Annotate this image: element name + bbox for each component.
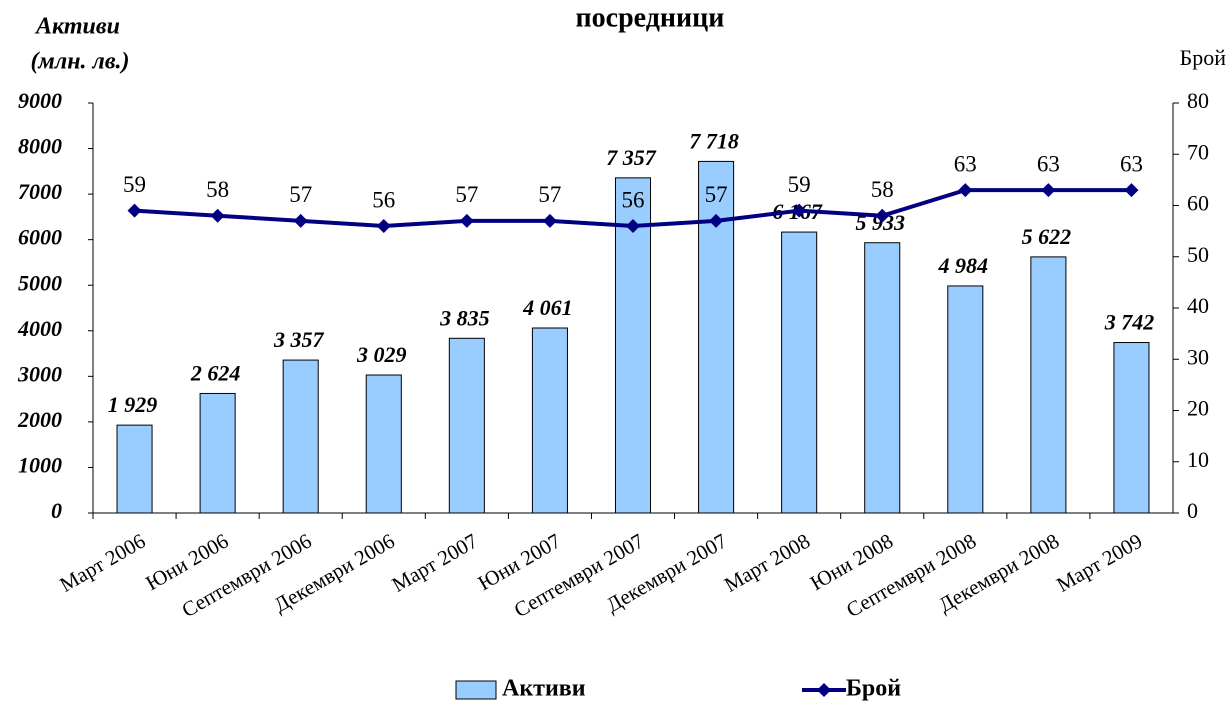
y2-tick-label: 30 <box>1187 344 1209 369</box>
bar-value-label: 3 029 <box>356 342 407 367</box>
line-value-label: 63 <box>1120 151 1143 176</box>
legend-label: Активи <box>502 676 586 702</box>
line-value-label: 56 <box>622 187 645 212</box>
bar-value-label: 1 929 <box>108 392 158 417</box>
line-marker <box>1124 183 1139 198</box>
bar <box>116 424 153 514</box>
legend-swatch <box>817 683 831 697</box>
bar <box>947 285 984 514</box>
bar <box>614 177 652 514</box>
y2-axis-title: Брой <box>1180 45 1227 70</box>
line-value-label: 57 <box>538 182 561 207</box>
y-axis-title: (млн. лв.) <box>30 49 129 75</box>
bar-value-label: 5 622 <box>1022 224 1072 249</box>
y-tick-label: 8000 <box>18 134 62 159</box>
line-marker <box>293 213 308 228</box>
y2-tick-label: 10 <box>1187 447 1209 472</box>
bar <box>1113 342 1150 514</box>
bar <box>448 337 485 514</box>
y2-tick-label: 60 <box>1187 191 1209 216</box>
y-tick-label: 3000 <box>17 361 62 386</box>
legend-swatch <box>455 680 497 700</box>
bar-value-label: 3 357 <box>273 327 325 352</box>
line-marker <box>376 219 391 233</box>
bar <box>365 374 402 514</box>
bar <box>282 359 319 514</box>
y-tick-label: 1000 <box>18 452 62 477</box>
line-marker <box>626 219 640 233</box>
line-marker <box>127 203 142 218</box>
y2-tick-label: 40 <box>1187 293 1209 318</box>
bar <box>199 392 236 514</box>
line-value-label: 59 <box>123 172 146 197</box>
line-marker <box>958 183 973 198</box>
line-value-label: 58 <box>871 177 894 202</box>
line-value-label: 63 <box>954 151 977 176</box>
y-tick-label: 6000 <box>18 225 62 250</box>
legend-label: Брой <box>846 676 901 702</box>
bar-value-label: 4 984 <box>938 253 989 278</box>
line-marker <box>459 213 474 228</box>
line-value-label: 57 <box>455 182 478 207</box>
y-tick-label: 2000 <box>17 407 62 432</box>
bar-value-label: 3 835 <box>439 305 490 330</box>
bar-value-label: 3 742 <box>1104 310 1155 335</box>
x-tick-label: Март 2008 <box>720 529 814 597</box>
line-marker <box>210 208 225 223</box>
line-value-label: 57 <box>289 182 312 207</box>
bar <box>781 231 818 514</box>
line-marker <box>542 213 557 228</box>
bar <box>531 327 568 514</box>
bar-value-label: 2 624 <box>190 361 241 386</box>
chart-title: посредници <box>576 2 725 33</box>
y-tick-label: 5000 <box>18 270 62 295</box>
y-tick-label: 9000 <box>18 88 62 113</box>
x-tick-label: Март 2006 <box>55 529 149 597</box>
y2-tick-label: 80 <box>1187 88 1209 113</box>
line-value-label: 57 <box>705 182 728 207</box>
y2-tick-label: 70 <box>1187 139 1209 164</box>
x-tick-label: Март 2009 <box>1052 529 1146 597</box>
line-marker <box>792 203 807 218</box>
line-marker <box>1041 183 1056 198</box>
y2-tick-label: 0 <box>1187 498 1198 523</box>
y-tick-label: 7000 <box>18 179 62 204</box>
line-marker <box>875 208 890 223</box>
y2-tick-label: 20 <box>1187 396 1209 421</box>
line-value-label: 59 <box>788 172 811 197</box>
y-tick-label: 4000 <box>17 316 62 341</box>
bar-value-label: 7 718 <box>689 128 739 153</box>
line-value-label: 56 <box>372 187 395 212</box>
bar <box>1030 256 1067 514</box>
y2-tick-label: 50 <box>1187 242 1209 267</box>
x-tick-label: Март 2007 <box>388 529 482 597</box>
y-axis-title: Активи <box>34 14 120 40</box>
line-value-label: 58 <box>206 177 229 202</box>
bar <box>864 242 901 514</box>
y-tick-label: 0 <box>51 498 62 523</box>
bar-value-label: 4 061 <box>522 295 573 320</box>
line-value-label: 63 <box>1037 151 1060 176</box>
line-marker <box>709 213 724 228</box>
bar-value-label: 7 357 <box>606 145 657 170</box>
